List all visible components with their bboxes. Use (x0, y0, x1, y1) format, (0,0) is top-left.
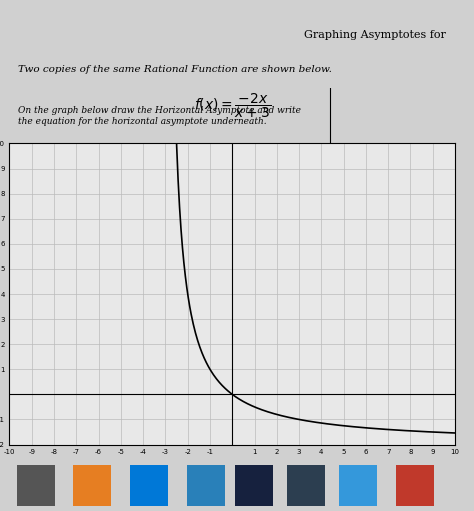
Bar (130, 465, 168, 506)
Bar (339, 465, 377, 506)
Text: Two copies of the same Rational Function are shown below.: Two copies of the same Rational Function… (18, 65, 332, 74)
Text: Graphing Asymptotes for: Graphing Asymptotes for (304, 30, 446, 40)
Bar (287, 465, 325, 506)
Bar (73, 465, 111, 506)
Text: $f(x) = \dfrac{-2x}{x+3}$: $f(x) = \dfrac{-2x}{x+3}$ (194, 91, 271, 120)
Bar (187, 465, 225, 506)
Bar (396, 465, 434, 506)
Bar (235, 465, 273, 506)
Text: On the graph below draw the Horizontal Asymptote and write
the equation for the : On the graph below draw the Horizontal A… (18, 106, 301, 126)
Bar (17, 465, 55, 506)
